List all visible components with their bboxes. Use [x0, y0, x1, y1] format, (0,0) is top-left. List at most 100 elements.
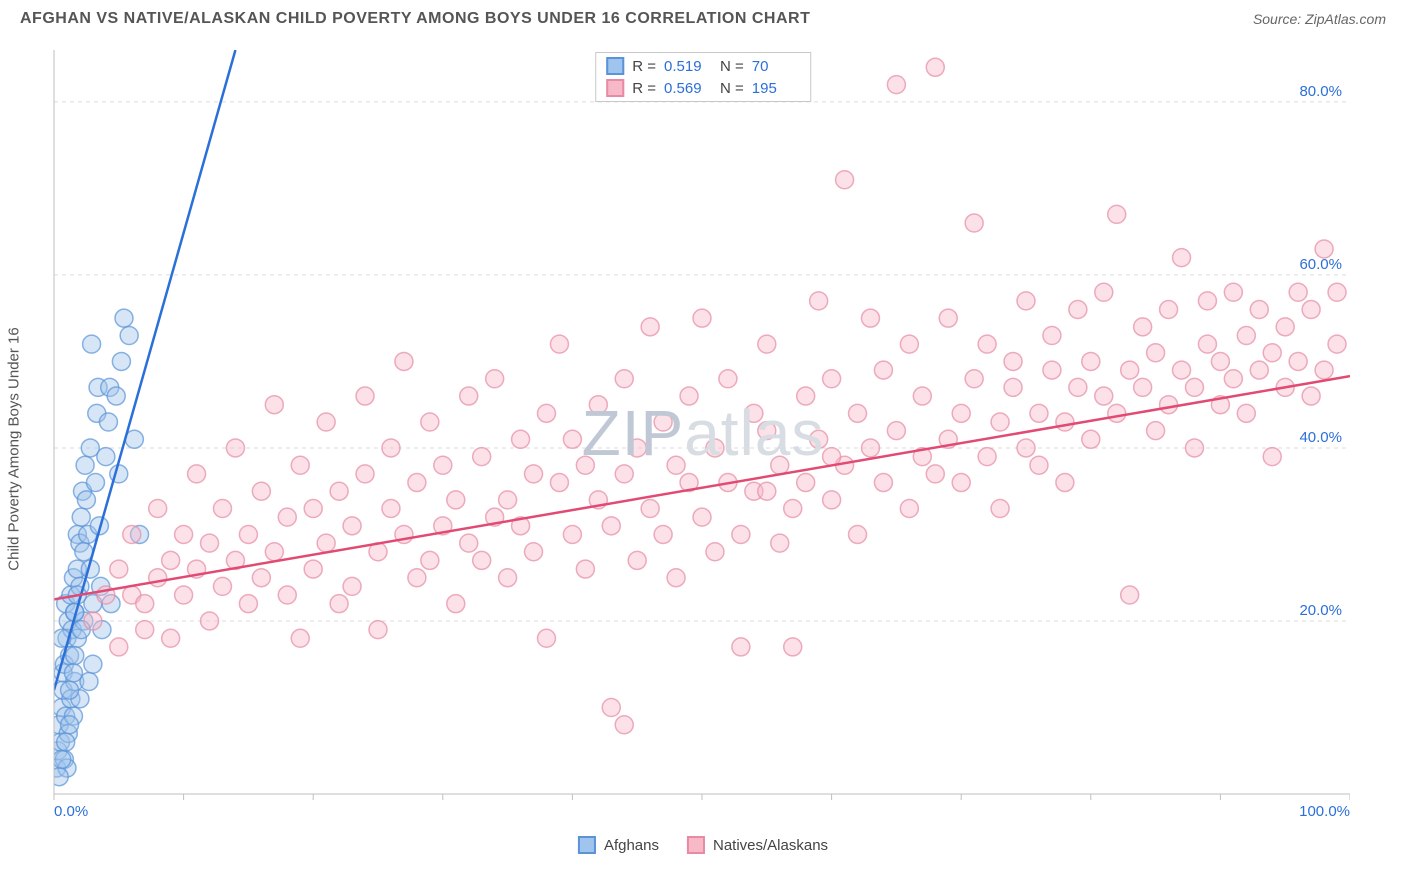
chart-area: Child Poverty Among Boys Under 16 ZIPatl…	[20, 44, 1386, 854]
data-point	[486, 370, 504, 388]
data-point	[460, 387, 478, 405]
data-point	[136, 621, 154, 639]
data-point	[175, 525, 193, 543]
data-point	[120, 326, 138, 344]
data-point	[784, 500, 802, 518]
data-point	[823, 370, 841, 388]
data-point	[1185, 439, 1203, 457]
data-point	[1147, 344, 1165, 362]
data-point	[952, 474, 970, 492]
y-axis-label: Child Poverty Among Boys Under 16	[6, 327, 23, 570]
legend-series-name: Natives/Alaskans	[713, 837, 828, 854]
data-point	[926, 465, 944, 483]
data-point	[680, 387, 698, 405]
data-point	[252, 569, 270, 587]
data-point	[1134, 378, 1152, 396]
data-point	[550, 474, 568, 492]
data-point	[537, 404, 555, 422]
data-point	[965, 214, 983, 232]
data-point	[53, 750, 71, 768]
data-point	[421, 551, 439, 569]
data-point	[1082, 430, 1100, 448]
data-point	[1185, 378, 1203, 396]
data-point	[61, 681, 79, 699]
legend-series-name: Afghans	[604, 837, 659, 854]
data-point	[149, 500, 167, 518]
data-point	[162, 629, 180, 647]
data-point	[99, 413, 117, 431]
data-point	[77, 491, 95, 509]
data-point	[421, 413, 439, 431]
data-point	[1160, 301, 1178, 319]
data-point	[1017, 439, 1035, 457]
data-point	[1043, 361, 1061, 379]
y-tick-label: 80.0%	[1299, 83, 1342, 100]
data-point	[304, 500, 322, 518]
legend-swatch	[687, 836, 705, 854]
data-point	[265, 543, 283, 561]
legend-stats: R =0.519N =70R =0.569N =195	[595, 52, 811, 102]
data-point	[1030, 456, 1048, 474]
data-point	[693, 309, 711, 327]
data-point	[447, 595, 465, 613]
data-point	[615, 716, 633, 734]
data-point	[499, 491, 517, 509]
legend-swatch	[606, 79, 624, 97]
data-point	[1121, 586, 1139, 604]
source-attribution: Source: ZipAtlas.com	[1253, 11, 1386, 27]
data-point	[1108, 404, 1126, 422]
data-point	[64, 664, 82, 682]
data-point	[589, 396, 607, 414]
data-point	[732, 638, 750, 656]
data-point	[115, 309, 133, 327]
data-point	[563, 525, 581, 543]
data-point	[162, 551, 180, 569]
data-point	[291, 629, 309, 647]
data-point	[317, 534, 335, 552]
data-point	[926, 58, 944, 76]
data-point	[1276, 318, 1294, 336]
data-point	[654, 525, 672, 543]
data-point	[434, 456, 452, 474]
data-point	[1004, 352, 1022, 370]
data-point	[1173, 361, 1191, 379]
data-point	[641, 500, 659, 518]
data-point	[978, 448, 996, 466]
data-point	[1069, 301, 1087, 319]
data-point	[123, 525, 141, 543]
data-point	[525, 465, 543, 483]
data-point	[382, 439, 400, 457]
data-point	[1302, 301, 1320, 319]
data-point	[1198, 335, 1216, 353]
data-point	[408, 569, 426, 587]
data-point	[991, 413, 1009, 431]
data-point	[343, 577, 361, 595]
data-point	[84, 612, 102, 630]
data-point	[1263, 344, 1281, 362]
data-point	[1108, 205, 1126, 223]
data-point	[641, 318, 659, 336]
data-point	[1095, 283, 1113, 301]
data-point	[719, 370, 737, 388]
data-point	[810, 430, 828, 448]
data-point	[110, 560, 128, 578]
data-point	[50, 768, 68, 786]
data-point	[1211, 352, 1229, 370]
data-point	[1056, 413, 1074, 431]
data-point	[447, 491, 465, 509]
data-point	[83, 335, 101, 353]
data-point	[615, 465, 633, 483]
data-point	[615, 370, 633, 388]
data-point	[1328, 335, 1346, 353]
legend-r-label: R =	[632, 80, 656, 97]
data-point	[201, 534, 219, 552]
data-point	[75, 543, 93, 561]
data-point	[978, 335, 996, 353]
data-point	[758, 335, 776, 353]
legend-stats-row: R =0.519N =70	[606, 55, 800, 77]
data-point	[797, 387, 815, 405]
data-point	[900, 500, 918, 518]
data-point	[784, 638, 802, 656]
data-point	[537, 629, 555, 647]
data-point	[473, 551, 491, 569]
